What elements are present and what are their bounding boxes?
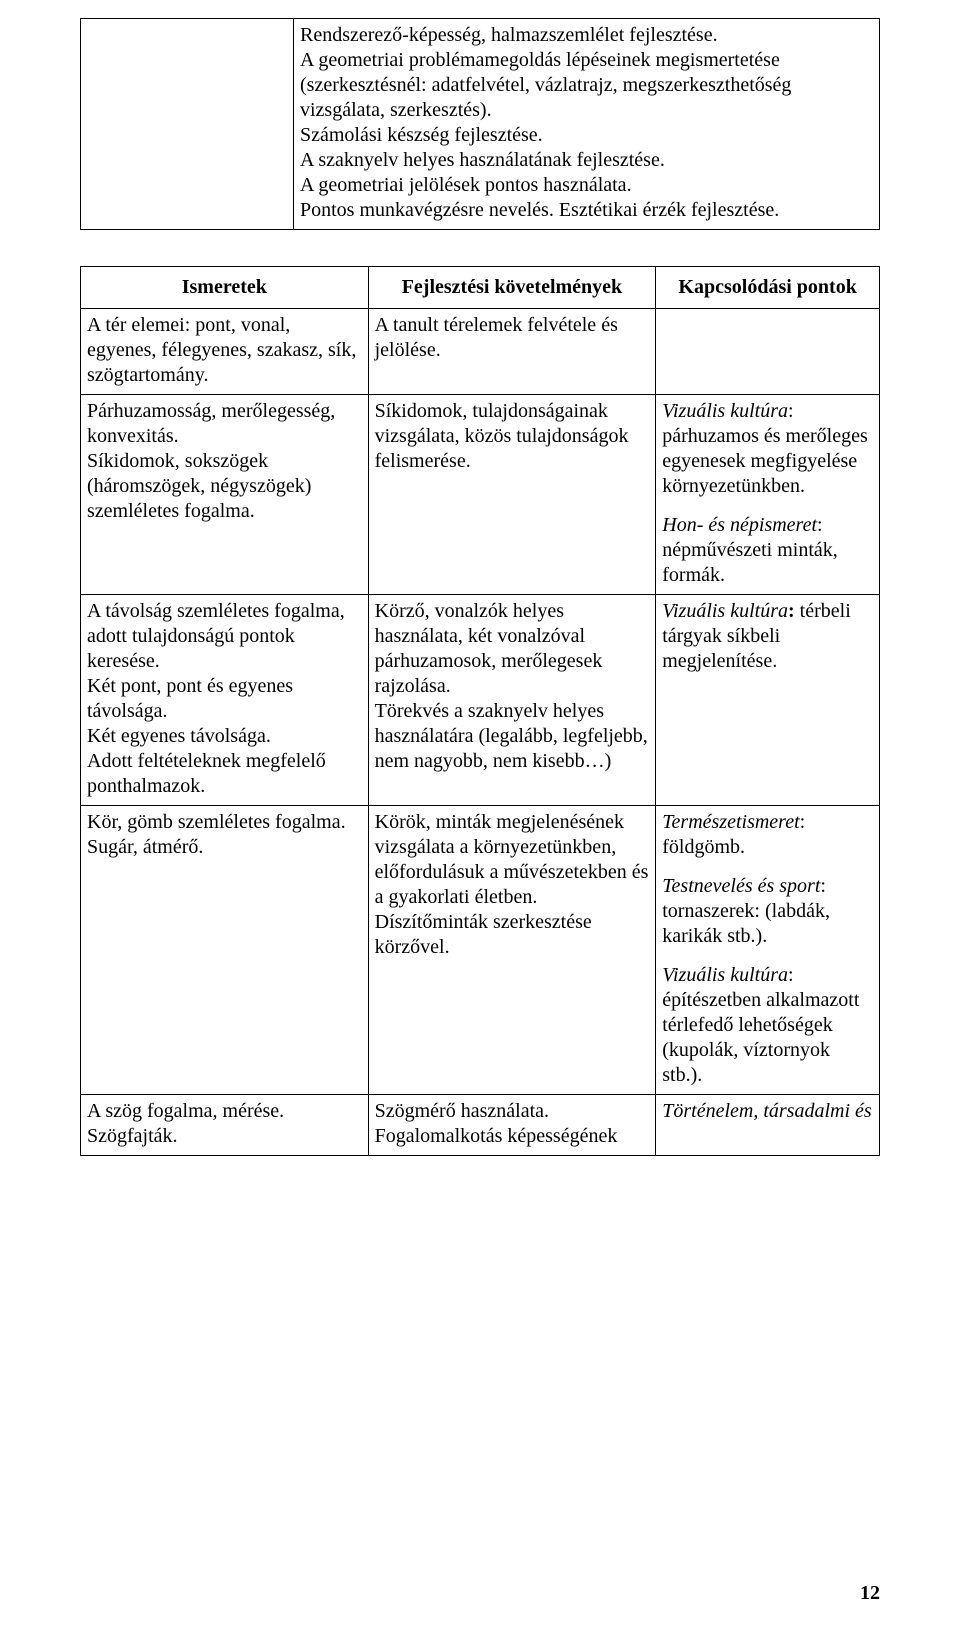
kapcs-entry: Vizuális kultúra:: térbeli tárgyak síkbe… [662, 599, 873, 674]
table-row: A tér elemei: pont, vonal, egyenes, féle… [81, 309, 880, 395]
top-right-cell: Rendszerező-képesség, halmazszemlélet fe… [294, 19, 880, 230]
kapcs-entry: Testnevelés és sport: tornaszerek: (labd… [662, 874, 873, 949]
kapcs-title: Testnevelés és sport [662, 875, 820, 897]
cell-fejl: Körök, minták megjelenésének vizsgálata … [368, 806, 656, 1095]
page-number: 12 [860, 1581, 880, 1606]
kapcs-colon: : [788, 600, 795, 622]
cell-ism: Kör, gömb szemléletes fogalma. Sugár, át… [81, 806, 369, 1095]
spacer [80, 230, 880, 266]
cell-fejl: Szögmérő használata. Fogalomalkotás képe… [368, 1095, 656, 1156]
table-row: Párhuzamosság, merőlegesség, konvexitás.… [81, 395, 880, 595]
cell-ism: A távolság szemléletes fogalma, adott tu… [81, 595, 369, 806]
kapcs-entry: Vizuális kultúra: párhuzamos és merőlege… [662, 399, 873, 499]
document-page: Rendszerező-képesség, halmazszemlélet fe… [0, 0, 960, 1626]
table-header-row: Ismeretek Fejlesztési követelmények Kapc… [81, 267, 880, 309]
kapcs-entry: Természetismeret: földgömb. [662, 810, 873, 860]
kapcs-title: Vizuális kultúra [662, 400, 788, 422]
kapcs-entry: Vizuális kultúra: építészetben alkalmazo… [662, 963, 873, 1088]
kapcs-title: Hon- és népismeret [662, 514, 817, 536]
cell-ism: A szög fogalma, mérése. Szögfajták. [81, 1095, 369, 1156]
cell-kap: Természetismeret: földgömb. Testnevelés … [656, 806, 880, 1095]
kapcs-entry: Történelem, társadalmi és [662, 1099, 873, 1124]
kapcs-title: Vizuális kultúra [662, 964, 788, 986]
cell-kap: Vizuális kultúra:: térbeli tárgyak síkbe… [656, 595, 880, 806]
cell-kap: Történelem, társadalmi és [656, 1095, 880, 1156]
kapcs-title: Vizuális kultúra [662, 600, 788, 622]
kapcs-entry: Hon- és népismeret: népművészeti minták,… [662, 513, 873, 588]
header-ismeretek: Ismeretek [81, 267, 369, 309]
cell-fejl: Körző, vonalzók helyes használata, két v… [368, 595, 656, 806]
header-kapcs: Kapcsolódási pontok [656, 267, 880, 309]
table-row: A távolság szemléletes fogalma, adott tu… [81, 595, 880, 806]
table-row: A szög fogalma, mérése. Szögfajták. Szög… [81, 1095, 880, 1156]
cell-fejl: Síkidomok, tulajdonságainak vizsgálata, … [368, 395, 656, 595]
cell-ism: Párhuzamosság, merőlegesség, konvexitás.… [81, 395, 369, 595]
top-table: Rendszerező-képesség, halmazszemlélet fe… [80, 18, 880, 230]
cell-kap [656, 309, 880, 395]
header-fejl: Fejlesztési követelmények [368, 267, 656, 309]
top-text: Rendszerező-képesség, halmazszemlélet fe… [300, 23, 873, 223]
top-left-cell [81, 19, 294, 230]
table-row: Kör, gömb szemléletes fogalma. Sugár, át… [81, 806, 880, 1095]
kapcs-title: Történelem, társadalmi és [662, 1100, 871, 1122]
kapcs-title: Természetismeret [662, 811, 799, 833]
main-table: Ismeretek Fejlesztési követelmények Kapc… [80, 266, 880, 1156]
cell-kap: Vizuális kultúra: párhuzamos és merőlege… [656, 395, 880, 595]
cell-ism: A tér elemei: pont, vonal, egyenes, féle… [81, 309, 369, 395]
cell-fejl: A tanult térelemek felvétele és jelölése… [368, 309, 656, 395]
